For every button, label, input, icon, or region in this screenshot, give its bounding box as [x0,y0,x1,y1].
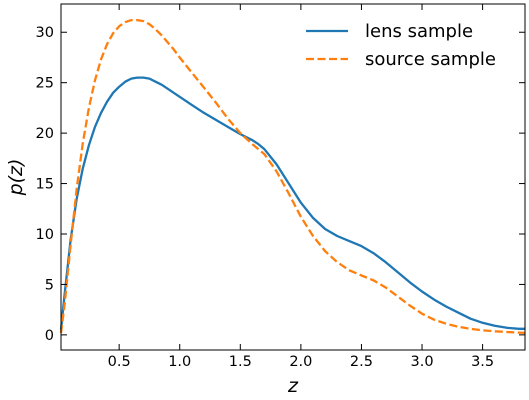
x-tick-label: 1.0 [168,354,191,370]
plot-frame [60,3,526,351]
tick-layer: 0.5 1.0 1.5 2.0 2.5 3.0 3.5 0 5 10 15 20 25 30 [36,4,525,370]
legend: lens sample source sample [306,21,496,70]
legend-label-1: source sample [365,49,496,70]
series-line-1 [59,18,526,335]
y-tick-label: 5 [45,277,54,293]
series-layer [59,18,526,335]
y-tick-label: 10 [36,227,54,243]
y-tick-label: 0 [45,328,54,344]
x-tick-label: 3.5 [471,354,494,370]
x-tick-label: 3.0 [410,354,433,370]
x-tick-label: 0.5 [108,354,131,370]
x-tick-label: 1.5 [229,354,252,370]
x-tick-label: 2.0 [289,354,312,370]
x-tick-label: 2.5 [350,354,373,370]
x-axis-label: z [287,375,299,397]
y-tick-label: 15 [36,177,54,193]
y-tick-label: 30 [36,25,54,41]
y-tick-label: 20 [36,126,54,142]
legend-label-0: lens sample [365,21,473,42]
y-axis-label: p(z) [5,159,27,197]
y-tick-label: 25 [36,76,54,92]
